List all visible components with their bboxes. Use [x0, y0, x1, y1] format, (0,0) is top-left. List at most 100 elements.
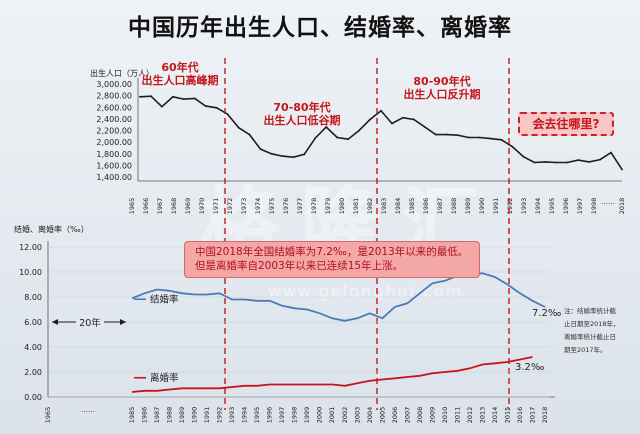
footnote-line2: 止日期至2018年， — [564, 320, 620, 328]
births-point — [456, 134, 459, 137]
bottom-xtick-label: 1993 — [228, 407, 236, 424]
top-xtick-label: 1992 — [506, 198, 514, 215]
bottom-xtick-label: 1991 — [203, 407, 211, 424]
births-point — [434, 133, 437, 136]
annotation-80s90s: 80-90年代 出生人口反升期 — [400, 75, 484, 101]
top-xtick-label: 1967 — [156, 198, 164, 215]
births-point — [467, 136, 470, 139]
bottom-ytick-label: 6.00 — [24, 318, 42, 327]
annotation-80s90s-line1: 80-90年代 — [413, 75, 471, 88]
births-point — [391, 122, 393, 125]
annotation-70s80s-line2: 出生人口低谷期 — [263, 114, 341, 127]
bottom-xtick-label: 2010 — [441, 407, 449, 424]
callout-line2: 但是离婚率自2003年以来已连续15年上涨。 — [195, 260, 404, 272]
bottom-xtick-label: 2007 — [403, 407, 411, 424]
top-xtick-label: 1986 — [422, 198, 430, 215]
top-ytick-label: 3,000.00 — [96, 80, 132, 89]
footnote-line4: 期至2017年。 — [564, 346, 607, 354]
births-point — [423, 126, 426, 128]
births-point — [314, 137, 317, 139]
bottom-xtick-label: 1995 — [253, 407, 261, 424]
births-point — [215, 106, 218, 109]
annotation-80s90s-line2: 出生人口反升期 — [403, 88, 481, 101]
page-title: 中国历年出生人口、结婚率、离婚率 — [128, 15, 512, 41]
footnote: 注：结婚率统计截 止日期至2018年， 离婚率统计截止日 期至2017年。 — [564, 305, 634, 357]
top-xtick-label: 1966 — [142, 198, 150, 215]
bottom-xtick-label: 2013 — [478, 407, 486, 424]
bottom-xtick-label: 1994 — [241, 407, 249, 424]
births-point — [281, 155, 284, 157]
bottom-ytick-label: 4.00 — [24, 343, 42, 352]
top-ytick-label: 1,800.00 — [96, 150, 132, 159]
bottom-xtick-label: 2003 — [353, 407, 361, 424]
annotation-60s: 60年代 出生人口高峰期 — [140, 61, 220, 87]
bottom-ytick-label: 0.00 — [24, 393, 42, 402]
top-xtick-label: 1997 — [576, 198, 584, 215]
divorce-series-line — [131, 356, 533, 393]
top-xtick-label: 1981 — [352, 198, 360, 215]
top-xtick-label: 1975 — [268, 198, 276, 215]
births-point — [139, 95, 141, 98]
callout-line1: 中国2018年全国结婚率为7.2‰，是2013年以来的最低。 — [195, 246, 469, 258]
gap-arrow-right-head — [120, 319, 126, 325]
top-ytick-label: 1,600.00 — [96, 161, 132, 170]
births-point — [412, 118, 415, 121]
top-ytick-label: 2,600.00 — [96, 103, 132, 112]
births-point — [402, 116, 404, 119]
bottom-xtick-label: 2015 — [503, 407, 511, 424]
bottom-xtick-label: 2011 — [453, 407, 461, 424]
bottom-xtick-label: 1997 — [278, 407, 286, 424]
top-xtick-label: 2018 — [618, 198, 626, 215]
births-point — [237, 126, 240, 129]
question-box: 会去往哪里? — [518, 112, 614, 136]
top-xtick-label: 1971 — [212, 198, 220, 215]
births-point — [303, 153, 306, 156]
footnote-line3: 离婚率统计截止日 — [564, 333, 616, 341]
bottom-xtick-label: 2002 — [341, 407, 349, 424]
divorce-legend-label: 离婚率 — [150, 372, 179, 384]
births-point — [226, 113, 229, 116]
top-ytick-label: 2,400.00 — [96, 115, 132, 124]
top-xtick-label: 1991 — [492, 198, 500, 215]
annotation-70s80s: 70-80年代 出生人口低谷期 — [260, 101, 344, 127]
top-ytick-label: 1,400.00 — [96, 173, 132, 182]
top-xtick-label: 1965 — [128, 198, 136, 215]
top-xtick-label: 1996 — [562, 198, 570, 215]
bottom-xtick-label: 2006 — [391, 407, 399, 424]
births-point — [150, 95, 152, 98]
births-point — [478, 136, 481, 139]
births-point — [588, 160, 591, 163]
top-xtick-label: 1994 — [534, 198, 542, 215]
bottom-xtick-label: 2014 — [491, 407, 499, 424]
bottom-xtick-label: 1990 — [191, 407, 199, 424]
births-point — [292, 156, 295, 159]
births-point — [325, 126, 328, 128]
divorce-end-label: 3.2‰ — [515, 362, 544, 373]
births-point — [347, 138, 350, 141]
births-point — [599, 158, 601, 161]
births-point — [489, 137, 492, 140]
top-xtick-label: 1970 — [198, 198, 206, 215]
top-xtick-label: …… — [601, 198, 615, 206]
marriage-end-label: 7.2‰ — [532, 308, 561, 319]
births-point — [577, 159, 580, 162]
births-point — [369, 118, 371, 121]
bottom-xtick-label: 1986 — [141, 407, 149, 424]
top-xtick-label: 1979 — [324, 198, 332, 215]
top-xtick-label: 1990 — [478, 198, 486, 215]
top-xtick-label: 1998 — [590, 198, 598, 215]
bottom-xtick-label: 2009 — [428, 407, 436, 424]
births-point — [555, 161, 558, 164]
top-xtick-label: 1995 — [548, 198, 556, 215]
top-xtick-label: 1972 — [226, 198, 234, 215]
top-xtick-label: 1987 — [436, 198, 444, 215]
top-xtick-label: 1993 — [520, 198, 528, 215]
births-point — [182, 98, 185, 101]
bottom-xtick-label: 2004 — [366, 407, 374, 424]
bottom-xtick-label: 2001 — [328, 407, 336, 424]
births-point — [500, 138, 503, 141]
top-xtick-label: 1984 — [394, 198, 402, 215]
births-point — [566, 161, 569, 164]
bottom-xtick-label: 1998 — [291, 407, 299, 424]
